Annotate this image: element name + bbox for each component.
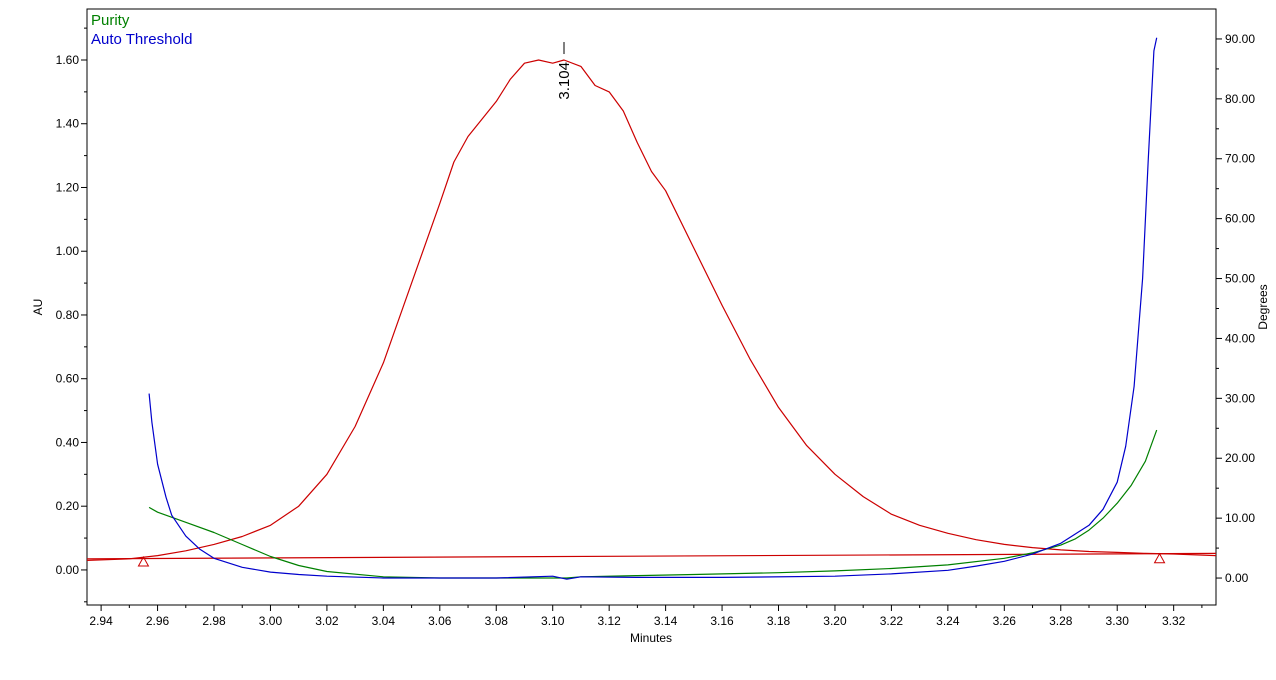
y-tick-label: 1.00 (56, 244, 80, 258)
series-layer (86, 37, 1217, 580)
plot-frame (86, 8, 1217, 606)
series-line-1 (86, 552, 1217, 560)
x-tick-label: 3.02 (315, 614, 339, 628)
peak-label: 3.104 (556, 62, 573, 100)
x-tick-label: 3.30 (1106, 614, 1130, 628)
y2-tick-label: 20.00 (1225, 451, 1255, 465)
x-tick-label: 3.08 (485, 614, 509, 628)
x-axis-ticks: 2.94 2.96 2.98 3.00 3.02 3.04 3.06 3.08 3.10 3.12… (89, 605, 1203, 628)
series-line-auto-threshold (148, 37, 1158, 580)
x-tick-label: 3.12 (597, 614, 621, 628)
x-tick-label: 2.94 (89, 614, 113, 628)
y2-axis-ticks: 0.00 10.00 20.00 30.00 40.00 50.00 60.00 70.00 8… (1216, 32, 1255, 585)
y-tick-label: 0.60 (56, 372, 80, 386)
x-tick-label: 3.32 (1162, 614, 1186, 628)
y-tick-label: 0.80 (56, 308, 80, 322)
legend-entry-auto-threshold: Auto Threshold (91, 31, 192, 48)
y-tick-label: 1.60 (56, 53, 80, 67)
y-tick-label: 1.20 (56, 180, 80, 194)
baseline-marker (137, 555, 150, 567)
y-tick-label: 1.40 (56, 117, 80, 131)
x-tick-label: 3.04 (372, 614, 396, 628)
x-tick-label: 3.06 (428, 614, 452, 628)
x-tick-label: 3.18 (767, 614, 791, 628)
x-tick-label: 3.14 (654, 614, 678, 628)
x-tick-label: 2.98 (202, 614, 226, 628)
y2-tick-label: 90.00 (1225, 32, 1255, 46)
legend-entry-purity: Purity (91, 12, 130, 29)
baseline-marker-layer (137, 552, 1166, 567)
y-tick-label: 0.00 (56, 563, 80, 577)
y2-tick-label: 10.00 (1225, 511, 1255, 525)
series-line-0 (86, 59, 1217, 561)
x-tick-label: 3.10 (541, 614, 565, 628)
y2-tick-label: 80.00 (1225, 92, 1255, 106)
x-tick-label: 3.00 (259, 614, 283, 628)
series-line-purity (148, 429, 1158, 579)
y2-tick-label: 50.00 (1225, 272, 1255, 286)
x-tick-label: 3.24 (936, 614, 960, 628)
x-axis-title: Minutes (630, 631, 672, 645)
y2-axis-title: Degrees (1256, 284, 1270, 329)
x-tick-label: 3.22 (880, 614, 904, 628)
y2-tick-label: 30.00 (1225, 391, 1255, 405)
x-tick-label: 2.96 (146, 614, 170, 628)
x-tick-label: 3.28 (1049, 614, 1073, 628)
y2-tick-label: 60.00 (1225, 212, 1255, 226)
y2-tick-label: 70.00 (1225, 152, 1255, 166)
y2-tick-label: 40.00 (1225, 331, 1255, 345)
x-tick-label: 3.16 (710, 614, 734, 628)
y-axis-title: AU (31, 299, 45, 316)
x-tick-label: 3.20 (823, 614, 847, 628)
y2-tick-label: 0.00 (1225, 571, 1249, 585)
x-tick-label: 3.26 (993, 614, 1017, 628)
y-axis-ticks: 0.00 0.20 0.40 0.60 0.80 1.00 1.20 1.40 1.60 (56, 27, 87, 603)
y-tick-label: 0.20 (56, 499, 80, 513)
baseline-marker (1153, 552, 1166, 564)
y-tick-label: 0.40 (56, 435, 80, 449)
peak-annotation-layer: 3.104 (556, 42, 573, 100)
